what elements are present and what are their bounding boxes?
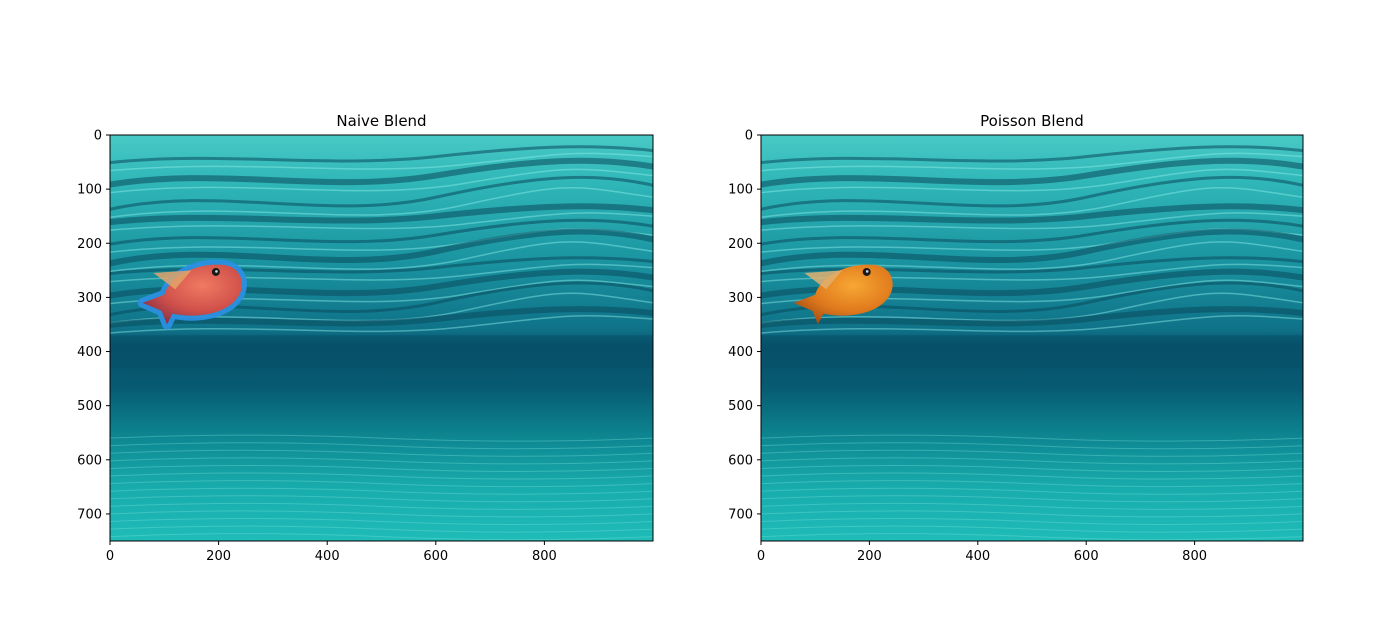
fish-fin (804, 270, 843, 290)
caustic-line (761, 449, 1303, 457)
x-tick-label: 400 (965, 549, 990, 564)
x-tick-label: 600 (1074, 549, 1099, 564)
caustic-line (761, 510, 1303, 518)
wave-shadow (110, 175, 653, 211)
x-tick-label: 200 (857, 549, 882, 564)
wave-highlight (110, 152, 653, 172)
y-tick-label: 700 (77, 507, 102, 522)
caustic-line (110, 434, 653, 442)
caustic-line (761, 495, 1303, 503)
caustic-line (761, 472, 1303, 480)
y-tick-label: 200 (77, 237, 102, 252)
wave-shadow (110, 157, 653, 188)
deep-water-band (761, 335, 1303, 368)
x-tick-label: 200 (206, 549, 231, 564)
caustic-line (761, 533, 1303, 541)
caustic-line (110, 525, 653, 533)
x-tick-label: 800 (532, 549, 557, 564)
caustic-line (110, 464, 653, 472)
wave-highlight (110, 186, 653, 218)
wave-shadow (761, 157, 1303, 188)
caustic-line (110, 449, 653, 457)
caustic-line (110, 533, 653, 541)
caustic-line (761, 457, 1303, 465)
blend-image (761, 135, 1303, 541)
wave-highlight (761, 186, 1303, 218)
x-tick-label: 400 (315, 549, 340, 564)
caustic-line (110, 442, 653, 450)
fish-eye-highlight (215, 270, 218, 273)
wave-shadow (761, 175, 1303, 211)
x-tick-label: 0 (757, 549, 765, 564)
y-tick-label: 700 (728, 507, 753, 522)
y-tick-label: 600 (728, 453, 753, 468)
wave-shadow (761, 228, 1303, 267)
wave-highlight (110, 315, 653, 334)
caustic-line (110, 472, 653, 480)
wave-shadow (761, 203, 1303, 226)
axes-frame (760, 134, 1304, 542)
wave-shadow (110, 306, 653, 329)
caustic-line (110, 480, 653, 488)
x-tick-label: 0 (106, 549, 114, 564)
wave-shadow (761, 218, 1303, 246)
y-tick-label: 100 (77, 183, 102, 198)
wave-highlight (761, 212, 1303, 231)
wave-shadow (110, 203, 653, 226)
y-tick-label: 100 (728, 183, 753, 198)
fish-body (793, 264, 893, 325)
wave-shadow (110, 228, 653, 267)
wave-highlight (110, 212, 653, 231)
fish-eye-highlight (865, 270, 869, 273)
fish (137, 259, 247, 330)
caustic-line (110, 510, 653, 518)
panel-naive-blend: Naive Blend 0 200 400 600 800 0 100 200 300 400 500… (77, 112, 654, 564)
y-tick-label: 400 (77, 345, 102, 360)
fish-body (142, 264, 242, 325)
y-tick-label: 0 (745, 129, 753, 144)
wave-highlight (761, 315, 1303, 334)
axes-frame (109, 134, 654, 542)
wave-shadow (761, 306, 1303, 329)
caustic-line (761, 487, 1303, 495)
wave-shadow (110, 218, 653, 246)
y-tick-label: 400 (728, 345, 753, 360)
caustic-line (110, 495, 653, 503)
wave-highlight (761, 168, 1303, 194)
y-tick-label: 500 (728, 399, 753, 414)
y-tick-label: 300 (728, 291, 753, 306)
fish-fin (153, 270, 192, 290)
axes-title: Poisson Blend (980, 112, 1084, 130)
caustic-line (110, 487, 653, 495)
wave-highlight (110, 292, 653, 324)
y-tick-label: 300 (77, 291, 102, 306)
wave-highlight (761, 152, 1303, 172)
wave-highlight (110, 168, 653, 194)
caustic-line (761, 434, 1303, 442)
caustic-line (761, 502, 1303, 510)
y-tick-label: 600 (77, 453, 102, 468)
caustic-line (110, 457, 653, 465)
y-tick-label: 0 (94, 129, 102, 144)
caustic-line (761, 518, 1303, 526)
y-tick-label: 500 (77, 399, 102, 414)
axes-title: Naive Blend (336, 112, 426, 130)
wave-shadow (110, 145, 653, 165)
caustic-line (761, 464, 1303, 472)
caustic-line (761, 525, 1303, 533)
caustic-line (761, 480, 1303, 488)
blend-image (110, 135, 653, 541)
caustic-line (761, 442, 1303, 450)
caustic-line (110, 518, 653, 526)
wave-shadow (761, 145, 1303, 165)
wave-highlight (761, 292, 1303, 324)
deep-water-band (110, 335, 653, 368)
x-tick-label: 600 (423, 549, 448, 564)
caustic-line (110, 502, 653, 510)
x-tick-label: 800 (1182, 549, 1207, 564)
y-tick-label: 200 (728, 237, 753, 252)
fish (793, 264, 893, 325)
panel-poisson-blend: Poisson Blend 0 200 400 600 800 0 100 200 300 400 5… (728, 112, 1304, 564)
